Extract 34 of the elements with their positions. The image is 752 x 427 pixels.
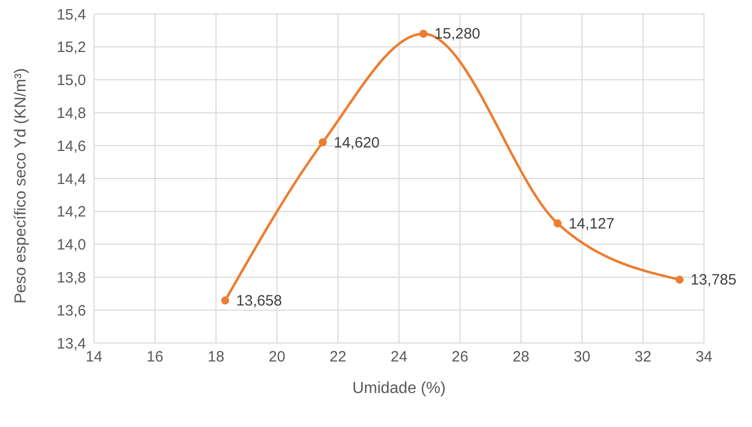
y-tick-label: 14,2 [56,204,86,221]
text: 15,280 [434,26,480,43]
y-tick-label: 15,4 [56,6,86,24]
y-tick-label: 14,6 [56,138,86,155]
text: 13,785 [690,272,736,289]
text: 14,127 [568,215,614,232]
x-tick-label: 20 [268,348,286,366]
text: 14,620 [334,134,380,152]
text: 13,658 [236,292,282,310]
y-tick-label: 14,0 [56,236,86,254]
x-tick-label: 30 [574,348,590,366]
y-tick-label: 14,8 [56,105,86,122]
x-axis-title: Umidade (%) [352,380,446,397]
x-tick-label: 32 [634,348,652,366]
point [221,296,230,305]
x-tick-label: 34 [696,348,712,366]
y-tick-label: 14,4 [56,170,86,188]
y-axis-title: Peso específico seco Yd (KN/m³) [12,68,30,304]
y-tick-label: 13,6 [56,302,86,320]
x-tick-label: 16 [146,348,164,366]
x-tick-label: 26 [452,348,468,366]
y-tick-label: 15,0 [56,72,86,90]
x-tick-label: 18 [208,348,224,366]
x-tick-label: 28 [512,348,530,366]
x-tick-label: 24 [390,348,408,366]
y-tick-label: 15,2 [56,39,86,56]
x-tick-label: 14 [86,348,102,366]
point [318,138,327,146]
point [419,30,428,38]
y-tick-label: 13,8 [56,270,86,287]
point [676,276,684,284]
point [554,219,562,228]
y-tick-label: 13,4 [56,335,86,352]
x-tick-label: 22 [330,348,346,366]
